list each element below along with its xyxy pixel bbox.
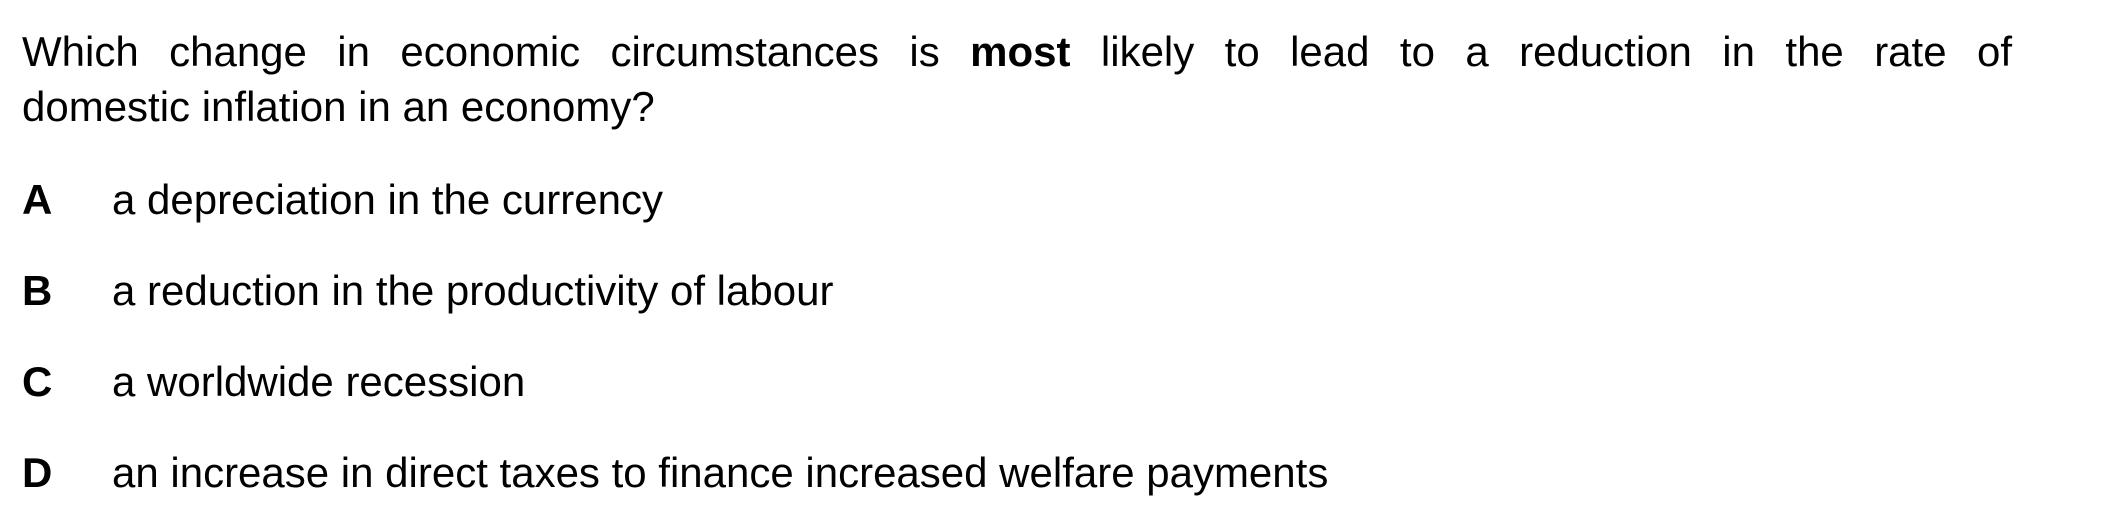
question-line-2: domestic inflation in an economy? xyxy=(22,83,655,130)
option-text: an increase in direct taxes to finance i… xyxy=(112,449,1329,496)
option-text: a reduction in the productivity of labou… xyxy=(112,267,834,314)
question-text-after: likely to lead to a reduction in the rat… xyxy=(1100,28,2013,75)
question-text-before: Which change in economic circumstances i… xyxy=(22,28,940,75)
option-text: a worldwide recession xyxy=(112,358,526,405)
question-line-1: Which change in economic circumstances i… xyxy=(22,24,2012,79)
option-letter: D xyxy=(22,449,53,496)
option-letter: C xyxy=(22,358,53,405)
option-text: a depreciation in the currency xyxy=(112,176,663,223)
question-emphasis: most xyxy=(970,28,1071,75)
option-letter: B xyxy=(22,267,53,314)
question-stem: Which change in economic circumstances i… xyxy=(22,24,2012,134)
option-letter: A xyxy=(22,176,53,223)
